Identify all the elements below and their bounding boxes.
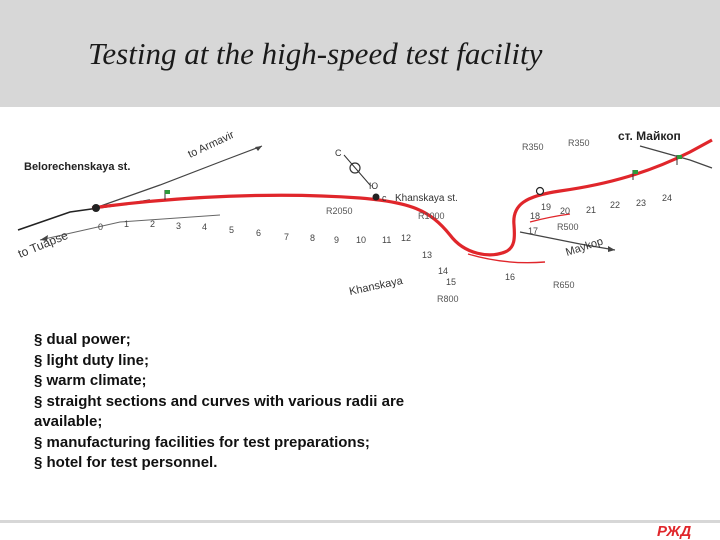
km-number: 4 bbox=[202, 222, 207, 232]
km-number: 0 bbox=[98, 222, 103, 232]
station-khanskaya bbox=[372, 193, 380, 201]
flag-icon bbox=[632, 170, 638, 180]
km-number: 13 bbox=[422, 250, 432, 260]
radius-label: R1000 bbox=[418, 211, 445, 221]
station-belorechenskaya bbox=[92, 204, 100, 212]
slide-title: Testing at the high-speed test facility bbox=[88, 36, 543, 71]
feature-item: § light duty line; bbox=[34, 351, 554, 372]
label-khanskaya: Khanskaya bbox=[348, 275, 405, 298]
radius-label: R500 bbox=[557, 222, 579, 232]
rail-line-maikop-lower bbox=[519, 231, 616, 251]
logo-text: РЖД bbox=[657, 523, 691, 540]
radius-label: R650 bbox=[553, 280, 575, 290]
feature-text: available; bbox=[34, 413, 103, 430]
label-maikop-station: ст. Майкоп bbox=[618, 129, 681, 143]
label-belorechenskaya: Belorechenskaya st. bbox=[24, 161, 130, 173]
km-number: 2 bbox=[150, 219, 155, 229]
km-number: 11 bbox=[382, 235, 391, 245]
footer-divider bbox=[0, 520, 720, 523]
km-number: 5 bbox=[229, 225, 234, 235]
km-number: 16 bbox=[505, 272, 515, 282]
km-number: 24 bbox=[662, 193, 672, 203]
bullet-mark: § bbox=[34, 372, 43, 389]
label-to-armavir: to Armavir bbox=[186, 129, 236, 161]
test-track-map: C Ю to Armavir Belorechenskaya st. Khans… bbox=[16, 129, 713, 304]
radius-label: R800 bbox=[437, 294, 459, 304]
compass-north-label: C bbox=[335, 148, 342, 158]
compass-south-label: Ю bbox=[369, 181, 378, 191]
feature-text: manufacturing facilities for test prepar… bbox=[46, 433, 370, 451]
km-number: 22 bbox=[610, 200, 620, 210]
km-number: 7 bbox=[284, 232, 289, 242]
arrow-west bbox=[40, 235, 48, 241]
flag-icon bbox=[164, 190, 170, 200]
km-number: 12 bbox=[401, 233, 411, 243]
feature-item: § straight sections and curves with vari… bbox=[34, 392, 554, 413]
km-markers: 0 1 2 3 4 5 6 7 8 9 10 11 12 13 14 15 16… bbox=[98, 193, 672, 287]
feature-text: dual power; bbox=[46, 331, 131, 348]
flag-icon bbox=[676, 155, 682, 165]
bullet-mark: § bbox=[34, 454, 43, 471]
km-number: 17 bbox=[528, 226, 538, 236]
feature-list: § dual power; § light duty line; § warm … bbox=[34, 330, 554, 474]
km-number: 23 bbox=[636, 198, 646, 208]
station-maikop-junction bbox=[535, 186, 545, 196]
feature-item-continuation: available; bbox=[34, 412, 554, 433]
km-number: 21 bbox=[586, 205, 596, 215]
km-number: 19 bbox=[541, 202, 551, 212]
feature-text: warm climate; bbox=[46, 372, 147, 389]
feature-item: § hotel for test personnel. bbox=[34, 453, 554, 474]
bullet-mark: § bbox=[34, 331, 43, 348]
bullet-mark: § bbox=[34, 392, 43, 410]
rail-line-maikop-upper bbox=[639, 145, 713, 169]
km-number: 18 bbox=[530, 211, 540, 221]
km-number: 10 bbox=[356, 235, 366, 245]
feature-text: light duty line; bbox=[46, 351, 150, 369]
bullet-mark: § bbox=[34, 433, 43, 451]
radius-label: R350 bbox=[522, 142, 544, 152]
km-number: 8 bbox=[310, 233, 315, 243]
bullet-mark: § bbox=[34, 351, 43, 369]
track-branch bbox=[467, 253, 546, 264]
track-branch-2 bbox=[529, 213, 571, 223]
km-number: 9 bbox=[334, 235, 339, 245]
km-number: 1 bbox=[124, 219, 129, 229]
arrow-maikop bbox=[608, 246, 615, 252]
km-number: 3 bbox=[176, 221, 181, 231]
label-maikop-city: Maykop bbox=[564, 236, 604, 259]
compass-icon: C Ю bbox=[335, 148, 378, 191]
rail-line-armavir bbox=[94, 145, 263, 209]
feature-item: § dual power; bbox=[34, 330, 554, 351]
feature-text: straight sections and curves with variou… bbox=[46, 392, 405, 410]
feature-item: § manufacturing facilities for test prep… bbox=[34, 433, 554, 454]
km-number: 6 bbox=[256, 228, 261, 238]
feature-item: § warm climate; bbox=[34, 371, 554, 392]
test-track bbox=[91, 138, 713, 257]
radius-label: R2050 bbox=[326, 206, 353, 216]
radius-label: R350 bbox=[568, 138, 590, 148]
header-band bbox=[0, 0, 720, 107]
label-to-tuapse: to Tuapse bbox=[16, 228, 70, 261]
label-c-small: c bbox=[382, 193, 387, 203]
km-number: 15 bbox=[446, 277, 456, 287]
arrow-armavir bbox=[255, 146, 262, 151]
label-khanskaya-st: Khanskaya st. bbox=[395, 193, 458, 204]
feature-text: hotel for test personnel. bbox=[46, 454, 218, 471]
rzd-logo: РЖД bbox=[657, 523, 691, 540]
km-number: 20 bbox=[560, 206, 570, 216]
rail-line-tuapse bbox=[39, 214, 221, 241]
km-number: 14 bbox=[438, 266, 448, 276]
